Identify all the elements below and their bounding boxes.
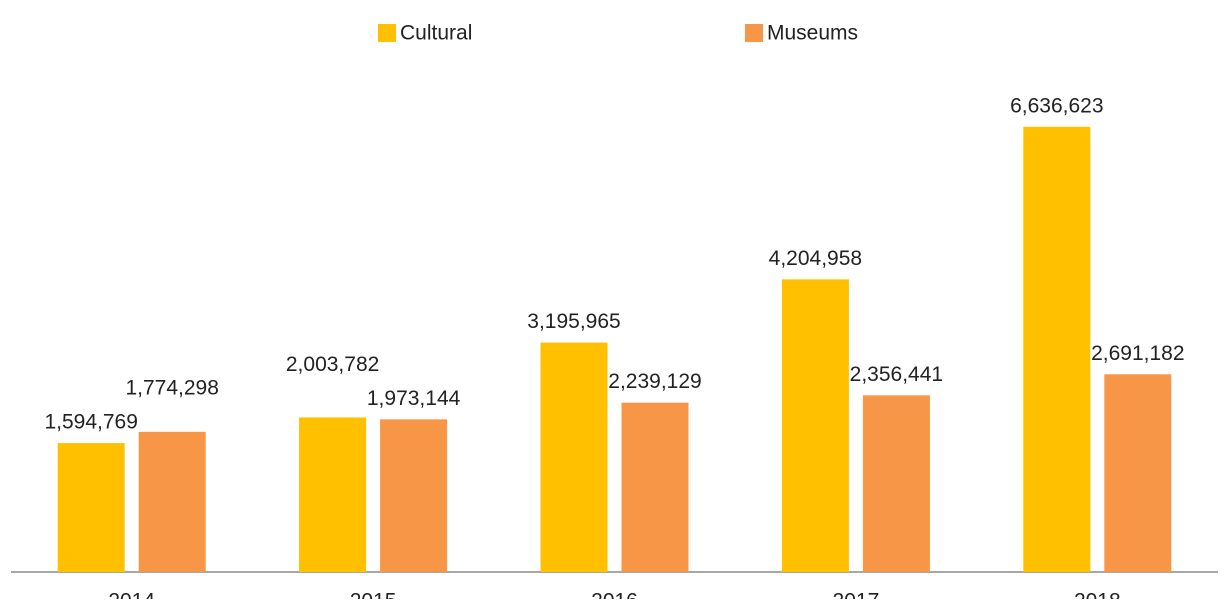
bar — [57, 443, 125, 572]
data-label: 2,003,782 — [286, 353, 379, 376]
data-label: 1,594,769 — [44, 411, 137, 434]
bar — [862, 395, 930, 572]
x-tick-label: 2014 — [108, 590, 155, 599]
x-tick-label: 2016 — [591, 590, 638, 599]
legend-swatch — [378, 24, 396, 42]
bar — [299, 417, 367, 572]
data-label: 3,195,965 — [527, 310, 620, 333]
x-tick-label: 2018 — [1074, 590, 1121, 599]
bar — [1023, 126, 1091, 573]
data-label: 6,636,623 — [1010, 94, 1103, 117]
data-label: 1,973,144 — [367, 387, 461, 410]
legend-label: Museums — [767, 22, 858, 45]
legend-swatch — [745, 24, 763, 42]
legend-label: Cultural — [400, 22, 472, 45]
data-label: 2,691,182 — [1091, 342, 1184, 365]
data-label: 2,356,441 — [850, 363, 943, 386]
bar — [540, 342, 608, 572]
bar — [138, 431, 206, 572]
x-tick-label: 2017 — [833, 590, 880, 599]
bar — [621, 402, 689, 572]
data-label: 2,239,129 — [608, 370, 701, 393]
data-label: 1,774,298 — [125, 377, 218, 400]
bar — [781, 279, 849, 572]
bar — [1104, 374, 1172, 572]
data-label: 4,204,958 — [769, 247, 862, 270]
x-tick-label: 2015 — [350, 590, 397, 599]
bar — [380, 419, 448, 572]
